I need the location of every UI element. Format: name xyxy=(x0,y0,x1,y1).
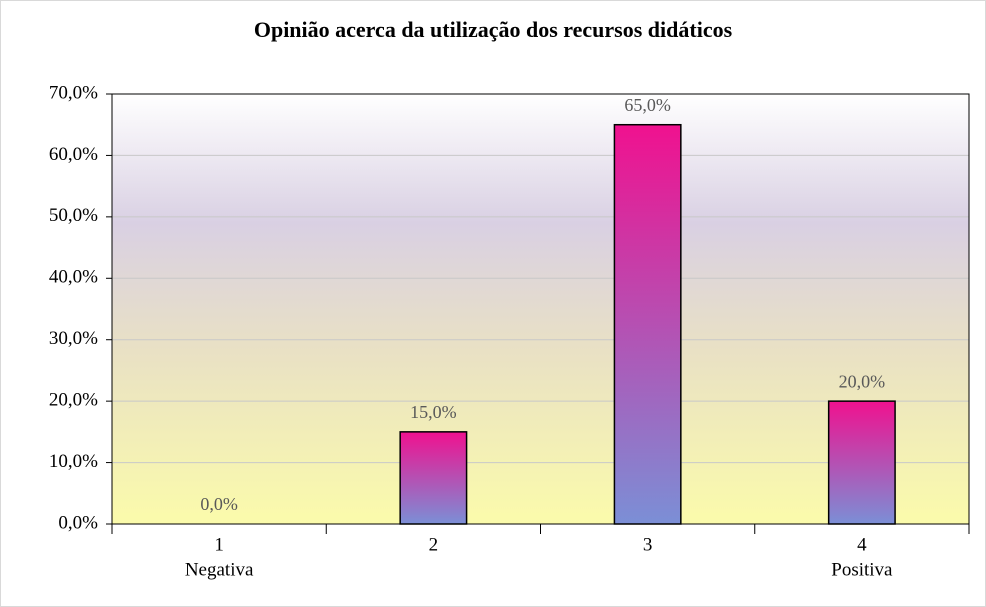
x-tick-sublabel: Negativa xyxy=(185,559,254,580)
x-tick-label: 2 xyxy=(429,534,439,555)
value-label: 20,0% xyxy=(839,371,886,391)
y-tick-label: 50,0% xyxy=(49,205,98,226)
value-label: 15,0% xyxy=(410,402,457,422)
chart-title: Opinião acerca da utilização dos recurso… xyxy=(254,17,733,42)
x-tick-label: 1 xyxy=(214,534,224,555)
y-tick-label: 20,0% xyxy=(49,390,98,411)
x-tick-label: 4 xyxy=(857,534,867,555)
x-tick-label: 3 xyxy=(643,534,653,555)
bar xyxy=(613,123,682,525)
value-label: 65,0% xyxy=(624,95,671,115)
plot-border xyxy=(111,93,970,525)
y-tick-label: 70,0% xyxy=(49,82,98,103)
y-tick-label: 10,0% xyxy=(49,451,98,472)
x-tick-sublabel: Positiva xyxy=(831,559,893,580)
y-tick-label: 60,0% xyxy=(49,144,98,165)
bar xyxy=(827,400,896,525)
y-tick-label: 30,0% xyxy=(49,328,98,349)
bar xyxy=(399,431,468,525)
y-tick-label: 40,0% xyxy=(49,267,98,288)
value-label: 0,0% xyxy=(200,494,238,514)
y-tick-label: 0,0% xyxy=(58,512,98,533)
plot-area xyxy=(112,94,969,524)
